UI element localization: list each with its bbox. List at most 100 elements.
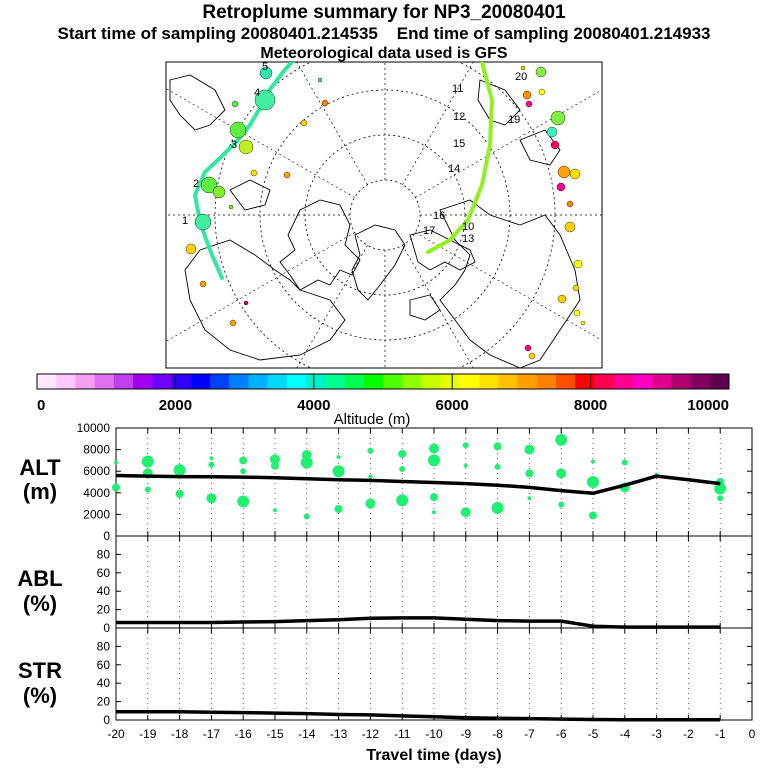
map-day-label: 15 xyxy=(453,138,465,150)
series-point xyxy=(306,478,308,480)
plume-track-east xyxy=(426,62,495,254)
plume-marker xyxy=(550,110,566,126)
series-point xyxy=(719,626,721,628)
plume-scatter-point xyxy=(237,495,250,508)
coastline xyxy=(229,179,271,211)
meridian-line xyxy=(415,232,602,341)
plume-scatter-point xyxy=(527,496,532,501)
chart-title: Retroplume summary for NP3_20080401 xyxy=(202,2,566,23)
map-day-label: 17 xyxy=(423,225,435,237)
y-tick-label: 80 xyxy=(97,547,111,561)
plume-marker xyxy=(520,65,526,71)
time-series-panels: 0200040006000800010000ALT(m)020406080ABL… xyxy=(17,421,755,764)
y-tick-label: 60 xyxy=(97,658,111,672)
series-point xyxy=(592,719,594,721)
x-tick-label: -18 xyxy=(171,727,189,741)
colorbar-swatch xyxy=(171,374,192,389)
coastline xyxy=(184,239,346,361)
x-tick-label: -16 xyxy=(235,727,253,741)
series-point xyxy=(242,712,244,714)
plume-marker xyxy=(538,88,546,96)
met-data-label: Meteorological data used is GFS xyxy=(260,45,508,62)
series-point xyxy=(274,712,276,714)
series-point xyxy=(401,480,403,482)
series-point xyxy=(497,484,499,486)
plume-marker xyxy=(528,352,536,360)
series-point xyxy=(592,492,594,494)
plume-scatter-point xyxy=(429,443,439,454)
plume-marker xyxy=(524,344,532,352)
colorbar-tick-label: 2000 xyxy=(159,397,192,414)
plume-scatter-point xyxy=(273,508,277,513)
plume-marker xyxy=(522,90,532,100)
y-tick-label: 6000 xyxy=(83,464,110,478)
panel-label-top: ALT xyxy=(19,455,61,480)
series-point xyxy=(401,617,403,619)
colorbar-swatch xyxy=(421,374,441,389)
map-day-label: 19 xyxy=(508,114,520,126)
series-point xyxy=(369,714,371,716)
series-point xyxy=(306,713,308,715)
colorbar-swatch xyxy=(479,374,499,389)
plume-scatter-point xyxy=(144,486,151,493)
plume-marker xyxy=(200,176,218,194)
plume-scatter-point xyxy=(209,456,214,461)
meridian-line xyxy=(402,245,474,368)
colorbar-swatch xyxy=(133,374,153,389)
plume-marker xyxy=(259,66,273,80)
sampling-time-line: Start time of sampling 20080401.214535 E… xyxy=(0,24,768,44)
series-point xyxy=(656,475,658,477)
series-point xyxy=(433,617,435,619)
panel-label-unit: (%) xyxy=(23,591,57,616)
plume-marker xyxy=(212,185,226,199)
plume-scatter-point xyxy=(714,482,727,495)
plume-scatter-point xyxy=(396,494,409,507)
series-point xyxy=(179,621,181,623)
series-line xyxy=(116,709,721,722)
plume-scatter-point xyxy=(587,476,599,488)
series-point xyxy=(369,479,371,481)
plume-scatter-point xyxy=(494,463,501,470)
x-tick-label: -19 xyxy=(139,727,157,741)
series-point xyxy=(338,619,340,621)
plume-scatter-point xyxy=(271,461,279,470)
colorbar-swatch xyxy=(363,374,384,389)
series-point xyxy=(210,621,212,623)
colorbar-swatch xyxy=(248,374,268,389)
colorbar-swatch xyxy=(402,374,422,389)
x-tick-label: -9 xyxy=(460,727,471,741)
plume-marker xyxy=(564,221,576,233)
coastline xyxy=(279,199,361,291)
y-tick-label: 40 xyxy=(97,676,111,690)
colorbar-tick-label: 6000 xyxy=(436,397,469,414)
y-tick-label: 8000 xyxy=(83,443,110,457)
colorbar-swatch xyxy=(56,374,76,389)
series-point xyxy=(687,719,689,721)
plume-scatter-point xyxy=(432,510,436,515)
plume-scatter-point xyxy=(114,460,118,465)
series-point xyxy=(465,618,467,620)
colorbar-swatch xyxy=(210,374,230,389)
plume-scatter-point xyxy=(300,456,313,469)
colorbar-swatch xyxy=(652,374,672,389)
colorbar-swatch xyxy=(690,374,711,389)
coastline xyxy=(409,229,476,271)
plume-scatter-point xyxy=(430,493,438,502)
panel-alt: 0 2000 4000 6000 8000 10000 ALT(m) xyxy=(19,421,753,543)
series-point xyxy=(210,711,212,713)
plume-scatter-point xyxy=(428,454,440,467)
plume-scatter-point xyxy=(368,474,373,479)
x-tick-label: -12 xyxy=(362,727,380,741)
series-point xyxy=(624,626,626,628)
series-point xyxy=(147,475,149,477)
x-tick-label: -4 xyxy=(619,727,630,741)
plume-scatter-point xyxy=(270,454,280,465)
coastline xyxy=(351,224,406,301)
map-day-label: 2 xyxy=(193,178,199,190)
colorbar-swatch xyxy=(498,374,518,389)
series-point xyxy=(656,626,658,628)
colorbar-swatch xyxy=(325,374,345,389)
map-day-label: 3 xyxy=(231,139,237,151)
x-tick-label: -1 xyxy=(715,727,726,741)
